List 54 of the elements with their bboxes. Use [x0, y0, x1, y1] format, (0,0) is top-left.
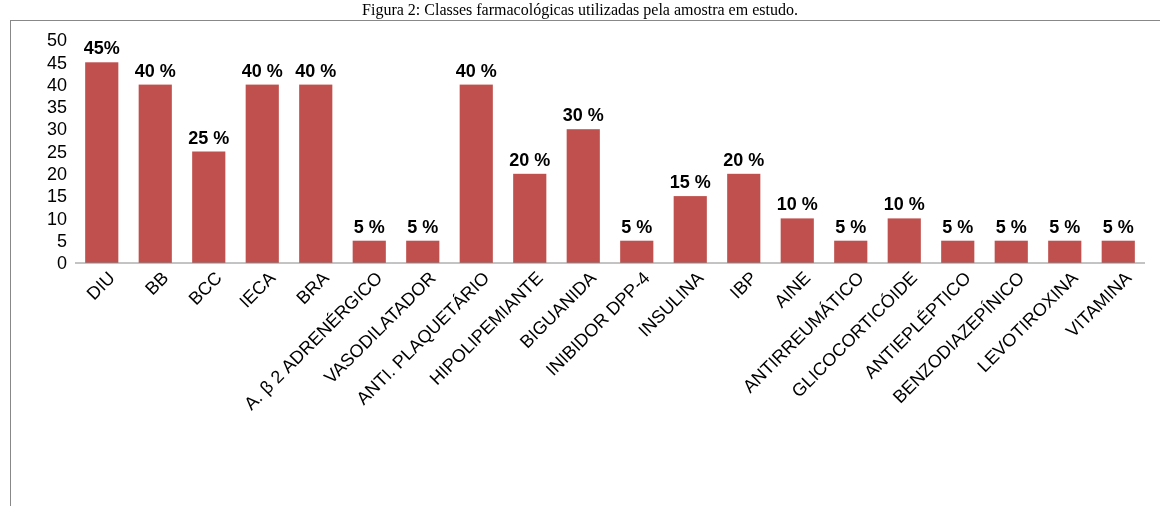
data-label: 20 % [509, 149, 551, 170]
data-label: 5 % [407, 216, 439, 237]
bar [780, 218, 814, 263]
data-label: 5 % [1049, 216, 1081, 237]
bar [887, 218, 921, 263]
bar [406, 240, 440, 263]
bar [138, 84, 172, 263]
data-label: 20 % [723, 149, 765, 170]
data-label: 25 % [188, 127, 230, 148]
bar [566, 129, 600, 263]
x-tick-label: DIU [82, 267, 119, 304]
y-tick-label: 50 [46, 30, 67, 51]
data-label: 40 % [455, 60, 497, 81]
x-tick-label: BB [141, 267, 173, 299]
data-label: 15 % [669, 172, 711, 193]
y-tick-label: 25 [46, 141, 67, 162]
bar [513, 173, 547, 263]
y-tick-label: 5 [56, 230, 67, 251]
bar [192, 151, 226, 263]
data-label: 5 % [995, 216, 1027, 237]
bar [673, 196, 707, 263]
bar [1101, 240, 1135, 263]
bar [352, 240, 386, 263]
bar [994, 240, 1028, 263]
data-label: 5 % [835, 216, 867, 237]
y-tick-label: 45 [46, 52, 67, 73]
data-label: 45% [83, 38, 120, 59]
data-label: 30 % [562, 105, 604, 126]
data-label: 40 % [241, 60, 283, 81]
y-tick-label: 0 [56, 253, 67, 274]
bar [620, 240, 654, 263]
bar [85, 62, 119, 263]
data-label: 40 % [295, 60, 337, 81]
data-label: 40 % [134, 60, 176, 81]
data-label: 10 % [883, 194, 925, 215]
data-label: 5 % [621, 216, 653, 237]
data-label: 5 % [353, 216, 385, 237]
bar [459, 84, 493, 263]
y-tick-label: 20 [46, 164, 67, 185]
bar [834, 240, 868, 263]
y-tick-label: 10 [46, 208, 67, 229]
y-tick-label: 30 [46, 119, 67, 140]
y-tick-label: 40 [46, 74, 67, 95]
y-tick-label: 15 [46, 186, 67, 207]
bar [1048, 240, 1082, 263]
data-label: 5 % [942, 216, 974, 237]
y-tick-label: 35 [46, 97, 67, 118]
bar [299, 84, 333, 263]
data-label: 10 % [776, 194, 818, 215]
bar [245, 84, 279, 263]
data-label: 5 % [1102, 216, 1134, 237]
chart-title: Figura 2: Classes farmacológicas utilizadas pela amostra em estudo. [362, 1, 798, 19]
bar [941, 240, 975, 263]
bar [727, 173, 761, 263]
